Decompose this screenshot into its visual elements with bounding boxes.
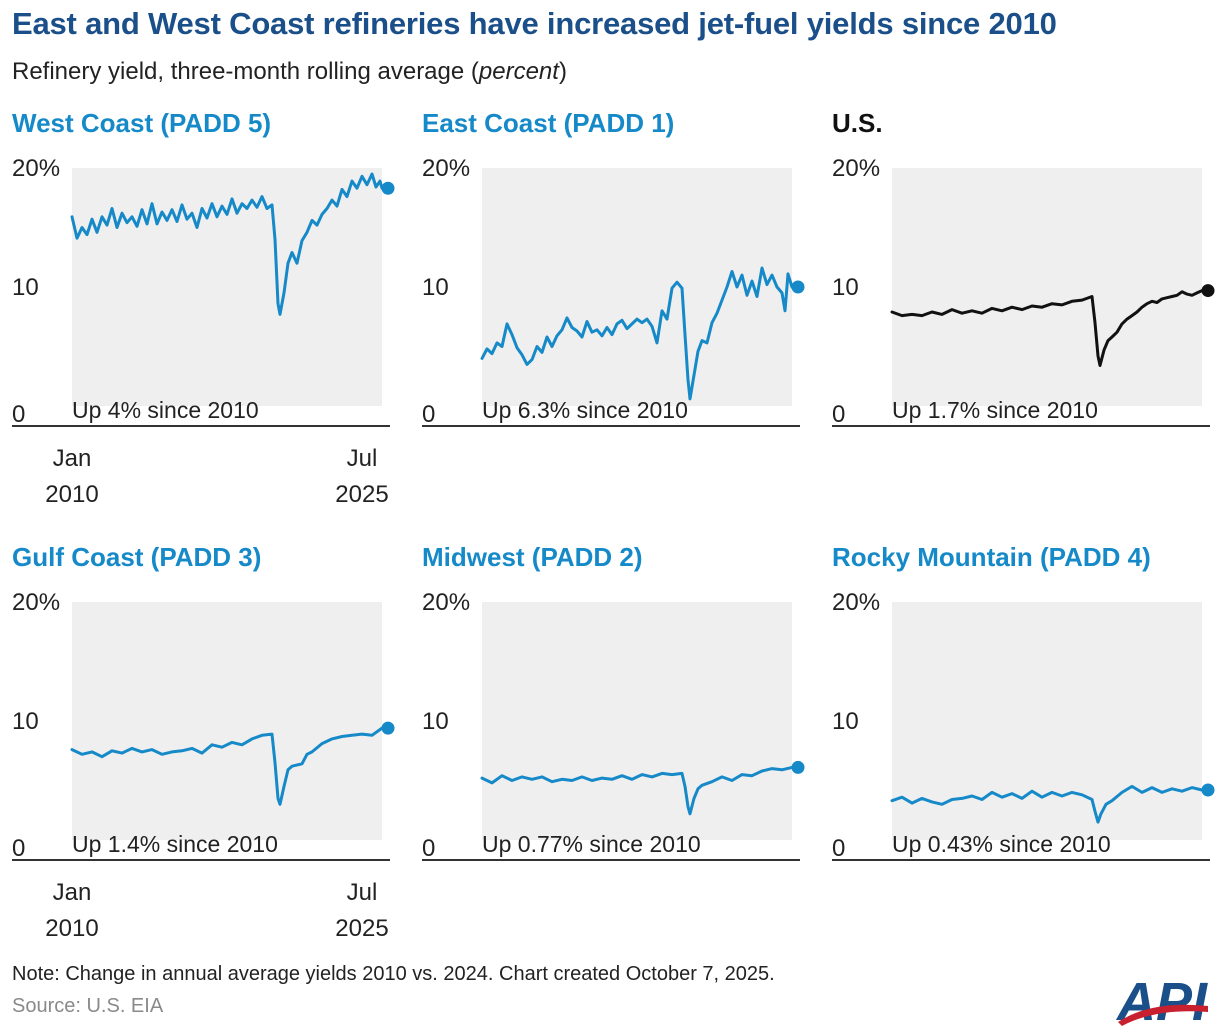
plot-area-shade bbox=[482, 602, 792, 840]
plot-area-shade bbox=[892, 168, 1202, 406]
y-tick-label: 0 bbox=[12, 835, 25, 862]
panel-chart: 0 10 20% Up 1.4% since 2010 Jan 2010 Jul 2025 bbox=[12, 589, 395, 942]
y-tick-label: 10 bbox=[832, 708, 859, 735]
x-tick-label: 2010 bbox=[45, 481, 98, 508]
change-annotation: Up 1.7% since 2010 bbox=[892, 397, 1098, 423]
plot-area-shade bbox=[892, 602, 1202, 840]
api-logo: API bbox=[1115, 972, 1208, 1026]
panel-west-coast: West Coast (PADD 5) 0 10 20% Up 4% since 201… bbox=[12, 108, 412, 528]
end-point-marker bbox=[1201, 284, 1215, 298]
y-tick-label: 10 bbox=[12, 708, 39, 735]
end-point-marker bbox=[791, 280, 805, 294]
change-annotation: Up 0.77% since 2010 bbox=[482, 831, 701, 857]
panel-gulf-coast: Gulf Coast (PADD 3) 0 10 20% Up 1.4% since 2… bbox=[12, 542, 412, 962]
panel-rocky-mountain: Rocky Mountain (PADD 4) 0 10 20% Up 0.43% si… bbox=[832, 542, 1220, 962]
y-tick-label: 20% bbox=[832, 589, 880, 616]
panel-title: U.S. bbox=[832, 108, 883, 138]
plot-area-shade bbox=[482, 168, 792, 406]
panel-midwest: Midwest (PADD 2) 0 10 20% Up 0.77% since 201… bbox=[422, 542, 822, 962]
x-tick-label: 2025 bbox=[335, 481, 388, 508]
panel-title: Midwest (PADD 2) bbox=[422, 542, 643, 572]
chart-title: East and West Coast refineries have incr… bbox=[12, 6, 1057, 41]
y-tick-label: 20% bbox=[422, 155, 470, 182]
panel-title: West Coast (PADD 5) bbox=[12, 108, 272, 138]
panel-east-coast: East Coast (PADD 1) 0 10 20% Up 6.3% since 2… bbox=[422, 108, 822, 528]
change-annotation: Up 0.43% since 2010 bbox=[892, 831, 1111, 857]
y-tick-label: 0 bbox=[832, 401, 845, 428]
series-line bbox=[480, 765, 794, 816]
y-tick-label: 0 bbox=[12, 401, 25, 428]
x-tick-label: Jul bbox=[347, 879, 378, 906]
end-point-marker bbox=[381, 721, 395, 735]
end-point-marker bbox=[381, 181, 395, 195]
panel-title: Gulf Coast (PADD 3) bbox=[12, 542, 262, 572]
end-point-marker bbox=[1201, 783, 1215, 797]
panel-title: East Coast (PADD 1) bbox=[422, 108, 675, 138]
x-tick-label: Jan bbox=[53, 445, 92, 472]
change-annotation: Up 6.3% since 2010 bbox=[482, 397, 688, 423]
x-tick-label: 2010 bbox=[45, 915, 98, 942]
y-tick-label: 20% bbox=[422, 589, 470, 616]
series-line bbox=[890, 289, 1204, 367]
subtitle-close: ) bbox=[558, 58, 567, 85]
y-tick-label: 0 bbox=[422, 835, 435, 862]
y-tick-label: 10 bbox=[832, 274, 859, 301]
x-tick-label: 2025 bbox=[335, 915, 388, 942]
panel-chart: 0 10 20% Up 4% since 2010 Jan 2010 Jul 2025 bbox=[12, 155, 395, 508]
change-annotation: Up 1.4% since 2010 bbox=[72, 831, 278, 857]
panel-chart: 0 10 20% Up 0.77% since 2010 bbox=[422, 589, 805, 862]
series-line bbox=[890, 784, 1204, 824]
y-tick-label: 10 bbox=[422, 274, 449, 301]
panel-chart: 0 10 20% Up 1.7% since 2010 bbox=[832, 155, 1215, 428]
panel-chart: 0 10 20% Up 0.43% since 2010 bbox=[832, 589, 1215, 862]
panel-us: U.S. 0 10 20% Up 1.7% since 2010 bbox=[832, 108, 1220, 528]
chart-note: Note: Change in annual average yields 20… bbox=[12, 963, 775, 985]
chart-source: Source: U.S. EIA bbox=[12, 995, 164, 1017]
plot-area-shade bbox=[72, 602, 382, 840]
y-tick-label: 20% bbox=[832, 155, 880, 182]
x-tick-label: Jan bbox=[53, 879, 92, 906]
subtitle-text: Refinery yield, three-month rolling aver… bbox=[12, 58, 479, 85]
series-line bbox=[480, 266, 794, 401]
panel-chart: 0 10 20% Up 6.3% since 2010 bbox=[422, 155, 805, 428]
subtitle-unit: percent bbox=[478, 58, 559, 85]
end-point-marker bbox=[791, 760, 805, 774]
chart-subtitle: Refinery yield, three-month rolling aver… bbox=[12, 58, 567, 86]
y-tick-label: 0 bbox=[832, 835, 845, 862]
series-line bbox=[70, 726, 384, 806]
y-tick-label: 0 bbox=[422, 401, 435, 428]
plot-area-shade bbox=[72, 168, 382, 406]
y-tick-label: 20% bbox=[12, 155, 60, 182]
y-tick-label: 10 bbox=[12, 274, 39, 301]
series-line bbox=[70, 172, 384, 316]
y-tick-label: 10 bbox=[422, 708, 449, 735]
panel-title: Rocky Mountain (PADD 4) bbox=[832, 542, 1151, 572]
change-annotation: Up 4% since 2010 bbox=[72, 397, 259, 423]
y-tick-label: 20% bbox=[12, 589, 60, 616]
api-logo-swoosh bbox=[1118, 1004, 1208, 1026]
x-tick-label: Jul bbox=[347, 445, 378, 472]
